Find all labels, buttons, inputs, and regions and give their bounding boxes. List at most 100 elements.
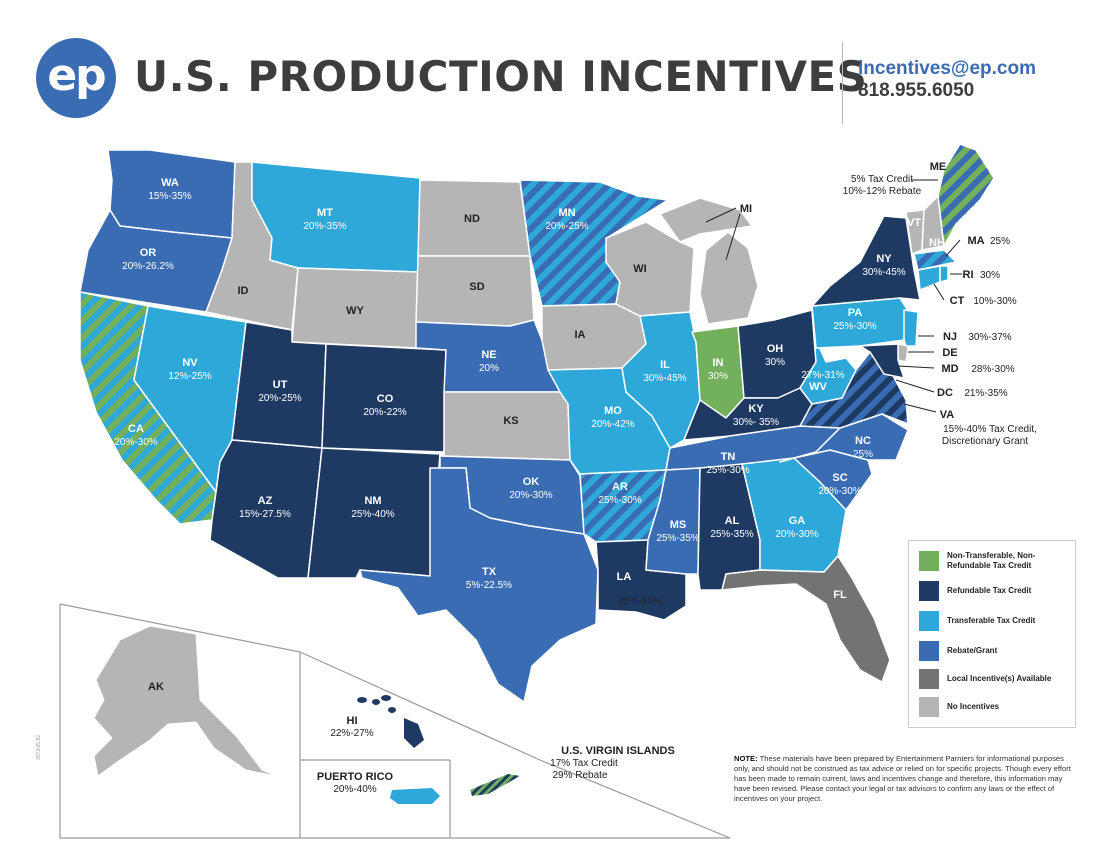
ep-logo: ep: [36, 38, 116, 118]
label-ct-value: 10%-30%: [973, 296, 1016, 307]
legend-item: Transferable Tax Credit: [919, 611, 1073, 631]
label-wv-value: 27%-31%: [801, 370, 844, 381]
label-fl-abbr: FL: [833, 589, 847, 601]
label-sc-abbr: SC: [832, 472, 847, 484]
state-ms: [645, 467, 701, 575]
label-in-abbr: IN: [713, 357, 724, 369]
label-nj-abbr: NJ: [943, 331, 957, 343]
label-nd-abbr: ND: [464, 213, 480, 225]
contact-email[interactable]: incentives@ep.com: [858, 58, 1036, 79]
label-wa-abbr: WA: [161, 177, 179, 189]
legend-swatch: [919, 641, 939, 661]
state-tx: [359, 467, 599, 703]
label-dc-value: 21%-35%: [964, 388, 1007, 399]
label-ak-abbr: AK: [148, 681, 164, 693]
label-al-abbr: AL: [725, 515, 740, 527]
label-vi-abbr: U.S. VIRGIN ISLANDS: [561, 745, 675, 757]
label-ct-abbr: CT: [950, 295, 965, 307]
label-tn-value: 25%-30%: [706, 465, 749, 476]
state-hi: [357, 695, 424, 748]
label-ut-value: 20%-25%: [258, 393, 301, 404]
state-mi-upper: [659, 197, 753, 243]
state-nj: [903, 309, 919, 347]
contact-phone[interactable]: 818.955.6050: [858, 80, 975, 101]
state-ak: [93, 625, 277, 777]
label-ar-abbr: AR: [612, 481, 628, 493]
legend-label: Refundable Tax Credit: [947, 586, 1032, 595]
label-md-abbr: MD: [941, 363, 958, 375]
state-de: [897, 343, 909, 363]
label-nm-value: 25%-40%: [351, 509, 394, 520]
state-ny: [811, 215, 921, 307]
label-de-abbr: DE: [942, 347, 957, 359]
label-nv-abbr: NV: [182, 357, 198, 369]
disclaimer-note: NOTE: These materials have been prepared…: [734, 754, 1074, 804]
label-mo-value: 20%-42%: [591, 419, 634, 430]
label-ut-abbr: UT: [273, 379, 288, 391]
label-nc-abbr: NC: [855, 435, 871, 447]
state-mi: [699, 231, 759, 325]
label-va-value2: Discretionary Grant: [942, 436, 1028, 447]
label-ms-abbr: MS: [670, 519, 687, 531]
label-wi-abbr: WI: [633, 263, 646, 275]
label-ri-abbr: RI: [963, 269, 974, 281]
label-me-value2: 10%-12% Rebate: [843, 186, 922, 197]
legend-label: Local Incentive(s) Available: [947, 674, 1052, 683]
header-divider: [842, 42, 843, 124]
legend-label: Rebate/Grant: [947, 646, 998, 655]
label-ky-abbr: KY: [748, 403, 764, 415]
page-title: U.S. PRODUCTION INCENTIVES: [134, 52, 868, 101]
state-md: [859, 343, 905, 379]
label-ok-abbr: OK: [523, 476, 540, 488]
label-co-abbr: CO: [377, 393, 394, 405]
label-mn-value: 20%-25%: [545, 221, 588, 232]
label-ca-value: 20%-30%: [114, 437, 157, 448]
label-oh-value: 30%: [765, 357, 785, 368]
label-ky-value: 30%- 35%: [733, 417, 779, 428]
territory-vi: [470, 774, 520, 796]
label-nm-abbr: NM: [364, 495, 381, 507]
label-me-value: 5% Tax Credit: [851, 174, 913, 185]
label-sc-value: 20%-30%: [818, 486, 861, 497]
label-wa-value: 15%-35%: [148, 191, 191, 202]
state-ri: [939, 265, 949, 283]
label-ri-value: 30%: [980, 270, 1000, 281]
label-hi-abbr: HI: [347, 715, 358, 727]
legend-label: Transferable Tax Credit: [947, 616, 1036, 625]
label-mt-value: 20%-35%: [303, 221, 346, 232]
label-al-value: 25%-35%: [710, 529, 753, 540]
label-ny-abbr: NY: [876, 253, 892, 265]
label-ne-value: 20%: [479, 363, 499, 374]
state-ct: [917, 265, 941, 291]
label-ms-value: 25%-35%: [656, 533, 699, 544]
label-nv-value: 12%-25%: [168, 371, 211, 382]
label-hi-value: 22%-27%: [330, 728, 373, 739]
state-nc: [779, 413, 909, 463]
label-mo-abbr: MO: [604, 405, 622, 417]
label-az-abbr: AZ: [258, 495, 273, 507]
label-in-value: 30%: [708, 371, 728, 382]
label-ar-value: 25%-30%: [598, 495, 641, 506]
header: ep U.S. PRODUCTION INCENTIVES incentives…: [0, 0, 1100, 135]
label-az-value: 15%-27.5%: [239, 509, 291, 520]
label-mi-abbr: MI: [740, 203, 752, 215]
label-va-abbr: VA: [940, 409, 955, 421]
label-la-value: 25%-40%: [618, 596, 661, 607]
legend-item: Local Incentive(s) Available: [919, 669, 1073, 689]
label-mt-abbr: MT: [317, 207, 333, 219]
label-sd-abbr: SD: [469, 281, 484, 293]
label-nh-abbr: NH: [929, 237, 945, 249]
legend-item: Rebate/Grant: [919, 641, 1073, 661]
label-me-abbr: ME: [930, 161, 947, 173]
label-mn-abbr: MN: [558, 207, 575, 219]
label-la-abbr: LA: [617, 571, 632, 583]
label-ok-value: 20%-30%: [509, 490, 552, 501]
note-heading: NOTE:: [734, 754, 758, 763]
label-wv-abbr: WV: [809, 381, 827, 393]
label-vt-abbr: VT: [907, 217, 921, 229]
label-or-abbr: OR: [140, 247, 157, 259]
legend-swatch: [919, 551, 939, 571]
version-code: 3073.05.82: [36, 734, 42, 760]
legend-swatch: [919, 669, 939, 689]
